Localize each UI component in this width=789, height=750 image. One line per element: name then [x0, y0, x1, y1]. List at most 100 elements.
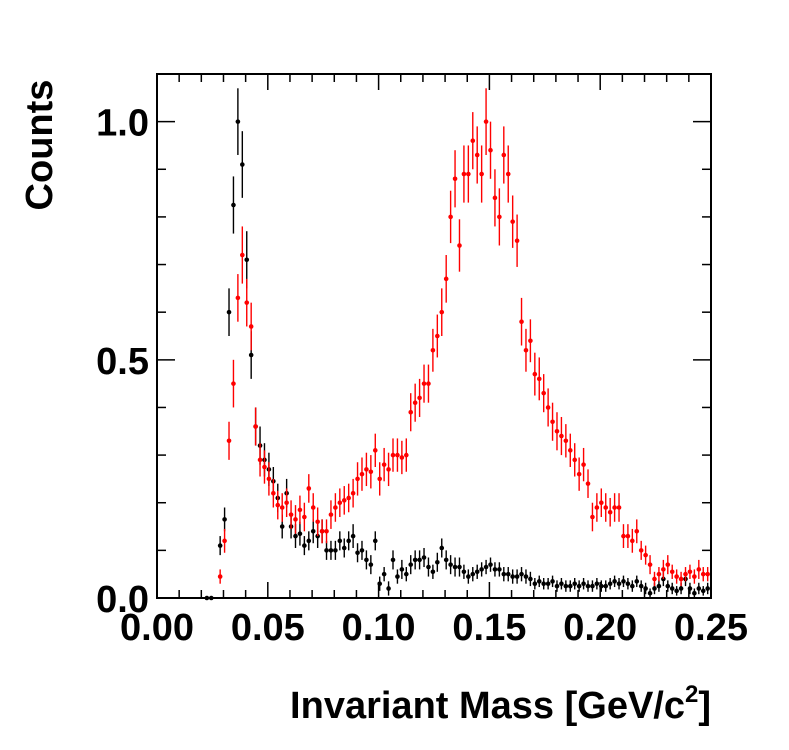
data-point — [652, 576, 657, 582]
data-point — [355, 550, 360, 556]
data-point — [341, 545, 347, 551]
data-point — [288, 512, 294, 517]
data-point — [466, 574, 471, 579]
data-point — [488, 562, 493, 567]
data-point — [324, 529, 329, 534]
data-point — [501, 571, 507, 577]
data-point — [395, 452, 400, 458]
x-axis-title: Invariant Mass [GeV/c2] — [290, 681, 711, 727]
data-point — [439, 545, 445, 551]
data-point — [302, 514, 307, 520]
data-point — [377, 476, 383, 482]
data-point — [266, 476, 272, 482]
data-point — [470, 571, 476, 577]
data-point — [341, 498, 347, 503]
data-point — [612, 505, 617, 510]
data-point — [630, 583, 635, 589]
y-tick-label: 0.0 — [96, 579, 149, 621]
axis-ticks — [156, 73, 712, 599]
data-point — [226, 438, 232, 444]
data-point — [417, 395, 422, 401]
data-point — [554, 583, 560, 589]
x-axis-title-suffix: ] — [698, 685, 711, 727]
data-point — [253, 424, 258, 429]
data-point — [528, 576, 533, 582]
data-point — [222, 538, 227, 544]
data-point — [333, 548, 338, 553]
data-point — [430, 569, 436, 575]
data-point — [572, 457, 578, 463]
data-point — [687, 569, 693, 575]
data-point — [474, 569, 480, 575]
data-point — [532, 371, 538, 377]
data-point — [328, 548, 334, 553]
data-point — [231, 202, 236, 208]
data-point — [563, 438, 569, 444]
data-series-layer — [204, 88, 710, 601]
data-point — [470, 138, 476, 143]
data-point — [505, 171, 511, 177]
data-point — [279, 524, 285, 529]
data-point — [634, 529, 640, 534]
data-point — [474, 152, 480, 158]
data-point — [248, 324, 254, 329]
data-point — [581, 462, 586, 467]
data-point — [536, 579, 542, 584]
data-point — [244, 257, 250, 263]
data-point — [590, 583, 595, 589]
data-point — [381, 571, 387, 577]
data-point — [310, 529, 316, 534]
data-point — [443, 557, 449, 563]
data-point — [390, 557, 396, 563]
data-point — [421, 555, 427, 560]
data-point — [333, 505, 338, 510]
data-point — [404, 571, 409, 577]
data-point — [324, 548, 329, 553]
data-point — [523, 574, 529, 579]
x-axis-title-main: Invariant Mass [GeV/c — [290, 685, 685, 727]
data-point — [492, 195, 498, 201]
data-point — [483, 564, 489, 570]
data-point — [346, 538, 351, 544]
data-point — [426, 381, 431, 386]
data-point — [705, 571, 710, 577]
data-point — [408, 409, 414, 415]
data-point — [607, 509, 613, 515]
x-tick-label: 0.05 — [231, 607, 305, 649]
data-point — [643, 586, 648, 591]
data-point — [696, 567, 702, 572]
data-point — [426, 564, 431, 570]
data-point — [222, 517, 227, 522]
data-point — [461, 569, 467, 575]
data-point — [417, 557, 422, 563]
data-point — [541, 581, 546, 587]
data-point — [634, 579, 640, 584]
data-point — [302, 543, 307, 548]
data-point — [257, 457, 263, 463]
data-point — [519, 319, 524, 325]
data-point — [630, 538, 635, 544]
data-point — [217, 574, 223, 579]
data-point — [625, 533, 631, 539]
data-point — [461, 171, 467, 177]
data-point — [466, 171, 471, 177]
x-tick-label: 0.10 — [342, 607, 416, 649]
data-point — [346, 495, 351, 501]
data-point — [284, 500, 289, 506]
data-point — [550, 579, 555, 584]
data-point — [656, 571, 662, 577]
data-point — [559, 581, 564, 587]
data-point — [656, 583, 662, 589]
data-point — [576, 583, 582, 589]
data-point — [479, 567, 484, 572]
data-point — [355, 476, 360, 482]
data-point — [297, 531, 303, 536]
data-point — [585, 481, 591, 486]
data-point — [621, 579, 626, 584]
data-point — [545, 581, 551, 587]
data-point — [674, 588, 679, 594]
series-1 — [217, 88, 710, 587]
data-point — [523, 347, 529, 353]
data-point — [412, 400, 418, 405]
